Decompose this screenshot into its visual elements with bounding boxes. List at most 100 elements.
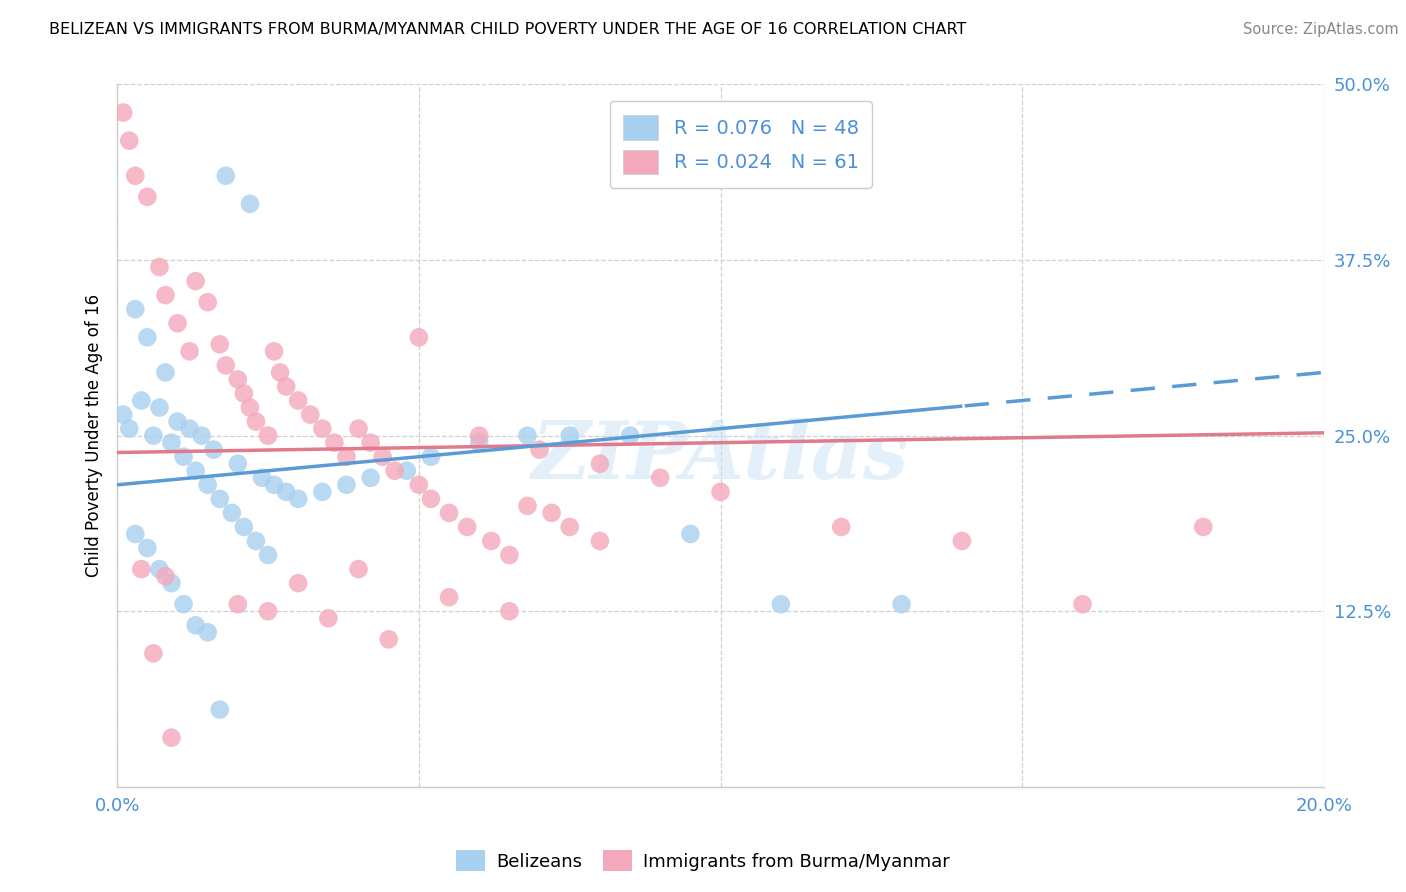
Point xyxy=(184,464,207,478)
Point xyxy=(558,520,581,534)
Point xyxy=(197,295,219,310)
Point xyxy=(830,520,852,534)
Text: BELIZEAN VS IMMIGRANTS FROM BURMA/MYANMAR CHILD POVERTY UNDER THE AGE OF 16 CORR: BELIZEAN VS IMMIGRANTS FROM BURMA/MYANMA… xyxy=(49,22,966,37)
Point xyxy=(202,442,225,457)
Point xyxy=(419,450,441,464)
Point xyxy=(263,344,285,359)
Point xyxy=(589,457,612,471)
Text: ZIPAtlas: ZIPAtlas xyxy=(531,418,910,495)
Point xyxy=(257,604,280,618)
Point xyxy=(226,457,249,471)
Point xyxy=(179,422,201,436)
Point xyxy=(245,534,267,549)
Point xyxy=(118,422,141,436)
Point xyxy=(142,646,165,660)
Point xyxy=(468,428,491,442)
Point xyxy=(124,169,146,183)
Point xyxy=(395,464,418,478)
Point xyxy=(166,316,188,330)
Point xyxy=(257,548,280,562)
Point xyxy=(148,401,170,415)
Point xyxy=(468,435,491,450)
Point xyxy=(226,372,249,386)
Point xyxy=(360,471,382,485)
Point xyxy=(371,450,394,464)
Point xyxy=(335,478,357,492)
Point xyxy=(456,520,478,534)
Point xyxy=(250,471,273,485)
Y-axis label: Child Poverty Under the Age of 16: Child Poverty Under the Age of 16 xyxy=(86,294,103,577)
Point xyxy=(232,520,254,534)
Point xyxy=(311,484,333,499)
Point xyxy=(1192,520,1215,534)
Point xyxy=(155,569,177,583)
Legend: Belizeans, Immigrants from Burma/Myanmar: Belizeans, Immigrants from Burma/Myanmar xyxy=(449,843,957,879)
Point xyxy=(529,442,551,457)
Point xyxy=(276,379,298,393)
Legend: R = 0.076   N = 48, R = 0.024   N = 61: R = 0.076 N = 48, R = 0.024 N = 61 xyxy=(610,101,872,188)
Point xyxy=(124,302,146,317)
Point xyxy=(516,428,538,442)
Point xyxy=(287,393,309,408)
Point xyxy=(299,408,322,422)
Point xyxy=(257,428,280,442)
Point xyxy=(323,435,346,450)
Text: Source: ZipAtlas.com: Source: ZipAtlas.com xyxy=(1243,22,1399,37)
Point xyxy=(179,344,201,359)
Point xyxy=(540,506,562,520)
Point xyxy=(136,190,159,204)
Point xyxy=(148,562,170,576)
Point xyxy=(142,428,165,442)
Point xyxy=(232,386,254,401)
Point xyxy=(709,484,731,499)
Point xyxy=(769,597,792,611)
Point xyxy=(516,499,538,513)
Point xyxy=(347,422,370,436)
Point xyxy=(335,450,357,464)
Point xyxy=(184,274,207,288)
Point xyxy=(197,625,219,640)
Point xyxy=(347,562,370,576)
Point xyxy=(318,611,340,625)
Point xyxy=(160,576,183,591)
Point xyxy=(131,562,153,576)
Point xyxy=(226,597,249,611)
Point xyxy=(419,491,441,506)
Point xyxy=(148,260,170,274)
Point xyxy=(155,366,177,380)
Point xyxy=(239,197,262,211)
Point xyxy=(208,491,231,506)
Point xyxy=(160,435,183,450)
Point xyxy=(377,632,399,647)
Point xyxy=(245,415,267,429)
Point xyxy=(950,534,973,549)
Point xyxy=(558,428,581,442)
Point xyxy=(276,484,298,499)
Point xyxy=(208,702,231,716)
Point xyxy=(173,450,195,464)
Point xyxy=(131,393,153,408)
Point xyxy=(124,527,146,541)
Point xyxy=(136,541,159,555)
Point xyxy=(112,105,135,120)
Point xyxy=(136,330,159,344)
Point xyxy=(215,359,238,373)
Point xyxy=(173,597,195,611)
Point xyxy=(197,478,219,492)
Point xyxy=(360,435,382,450)
Point xyxy=(589,534,612,549)
Point xyxy=(437,590,460,604)
Point xyxy=(619,428,641,442)
Point xyxy=(311,422,333,436)
Point xyxy=(269,366,291,380)
Point xyxy=(408,478,430,492)
Point xyxy=(479,534,502,549)
Point xyxy=(408,330,430,344)
Point xyxy=(650,471,672,485)
Point xyxy=(679,527,702,541)
Point xyxy=(160,731,183,745)
Point xyxy=(384,464,406,478)
Point xyxy=(498,548,520,562)
Point xyxy=(890,597,912,611)
Point xyxy=(166,415,188,429)
